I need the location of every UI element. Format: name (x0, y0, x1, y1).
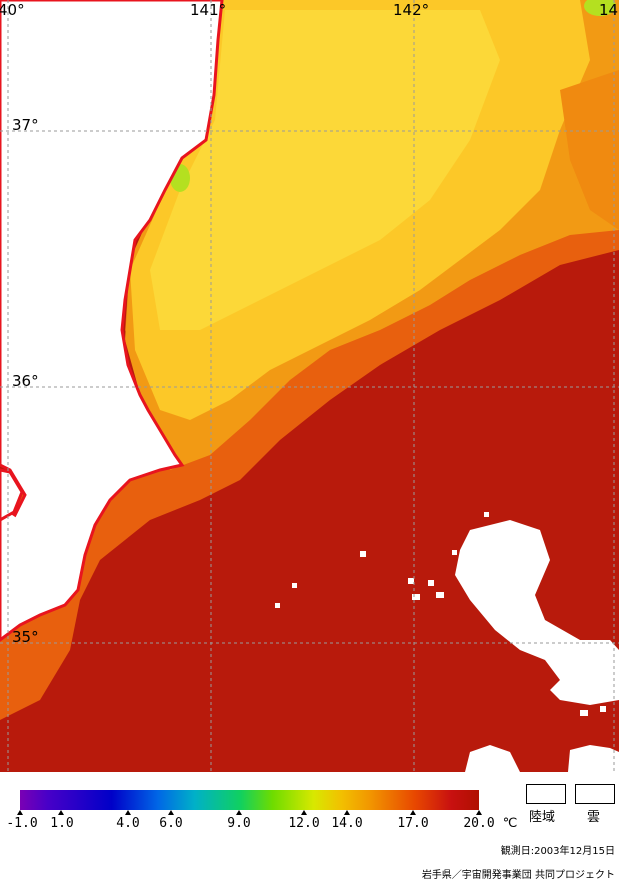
sea-surface-temperature-map: 40° 141° 142° 14 37° 36° 35° (0, 0, 619, 772)
tick-mark (410, 810, 416, 815)
cloud-specks (275, 512, 606, 716)
tick-mark (344, 810, 350, 815)
tick-label: 14.0 (331, 816, 363, 831)
legend: -1.0 1.0 4.0 6.0 9.0 12.0 14.0 17.0 20.0… (0, 772, 619, 881)
land-key-label: 陸域 (529, 810, 556, 825)
cloud-mask (455, 520, 619, 705)
tick-label: 1.0 (50, 816, 74, 831)
warm-eddy (560, 70, 619, 230)
lat-label-37: 37° (12, 116, 39, 134)
cloud-key-swatch (575, 784, 615, 804)
tick-mark (476, 810, 482, 815)
project-credit: 岩手県／宇宙開発事業団 共同プロジェクト (421, 870, 615, 881)
graticule (0, 0, 619, 772)
tick-mark (236, 810, 242, 815)
map-canvas (0, 0, 619, 772)
lat-label-35: 35° (12, 628, 39, 646)
tick-mark (17, 810, 23, 815)
cold-spot-green-corner (584, 0, 616, 16)
cloud-mask-bottom-right (568, 745, 619, 772)
honshu-land (0, 0, 224, 642)
tick-label: 12.0 (288, 816, 320, 831)
tick-mark (168, 810, 174, 815)
lon-label-142: 142° (393, 1, 430, 19)
cloud-key-label: 雲 (587, 810, 601, 825)
tick-mark (301, 810, 307, 815)
observation-date: 観測日:2003年12月15日 (500, 846, 615, 857)
tick-label: 6.0 (159, 816, 183, 831)
lon-label-141: 141° (190, 1, 227, 19)
land-key-swatch (526, 784, 566, 804)
lon-label-140: 40° (0, 1, 25, 19)
lat-label-36: 36° (12, 372, 39, 390)
tick-label: 17.0 (397, 816, 429, 831)
tick-mark (58, 810, 64, 815)
tick-mark (125, 810, 131, 815)
cold-water-core (150, 10, 500, 330)
lon-label-143: 14 (599, 1, 619, 19)
tick-label: 20.0 (463, 816, 495, 831)
cloud-mask-bottom-left (465, 745, 520, 772)
unit-label: ℃ (502, 816, 518, 831)
temperature-colorbar (20, 790, 479, 810)
peninsula-land (0, 468, 24, 522)
tick-label: -1.0 (6, 816, 38, 831)
tick-label: 4.0 (116, 816, 140, 831)
tick-label: 9.0 (227, 816, 251, 831)
